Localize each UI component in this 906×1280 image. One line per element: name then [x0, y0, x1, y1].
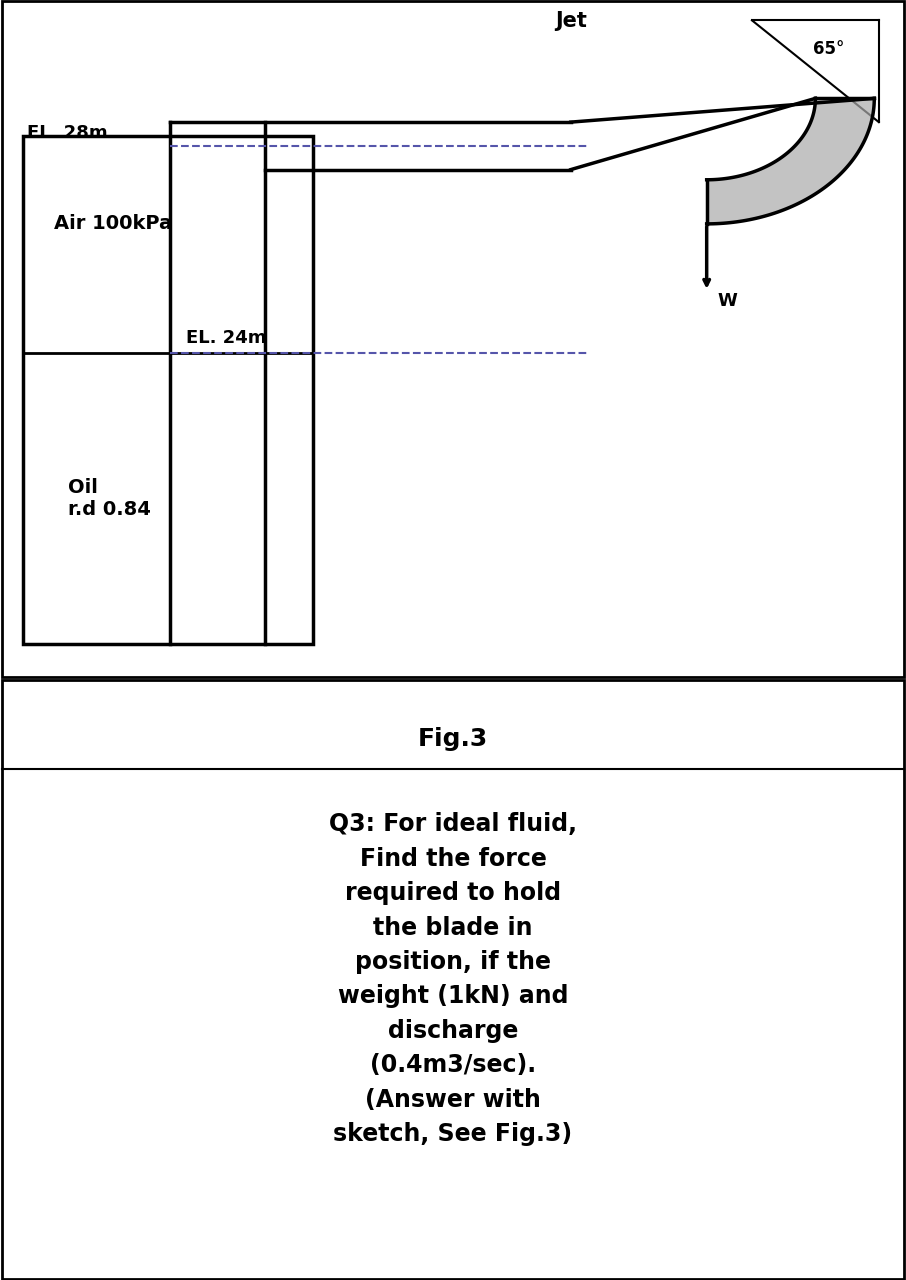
Polygon shape [707, 99, 874, 224]
Text: Q3: For ideal fluid,
Find the force
required to hold
the blade in
position, if t: Q3: For ideal fluid, Find the force requ… [329, 813, 577, 1146]
Text: Jet: Jet [554, 12, 587, 31]
Text: EL. 24m: EL. 24m [186, 329, 266, 347]
Text: 65°: 65° [814, 40, 844, 59]
Bar [23, 136, 313, 645]
Text: Oil
r.d 0.84: Oil r.d 0.84 [68, 479, 150, 520]
Text: EL. 28m: EL. 28m [27, 124, 108, 142]
Text: Air 100kPa: Air 100kPa [54, 214, 172, 233]
Text: W: W [718, 292, 737, 310]
Text: Fig.3: Fig.3 [418, 727, 488, 750]
